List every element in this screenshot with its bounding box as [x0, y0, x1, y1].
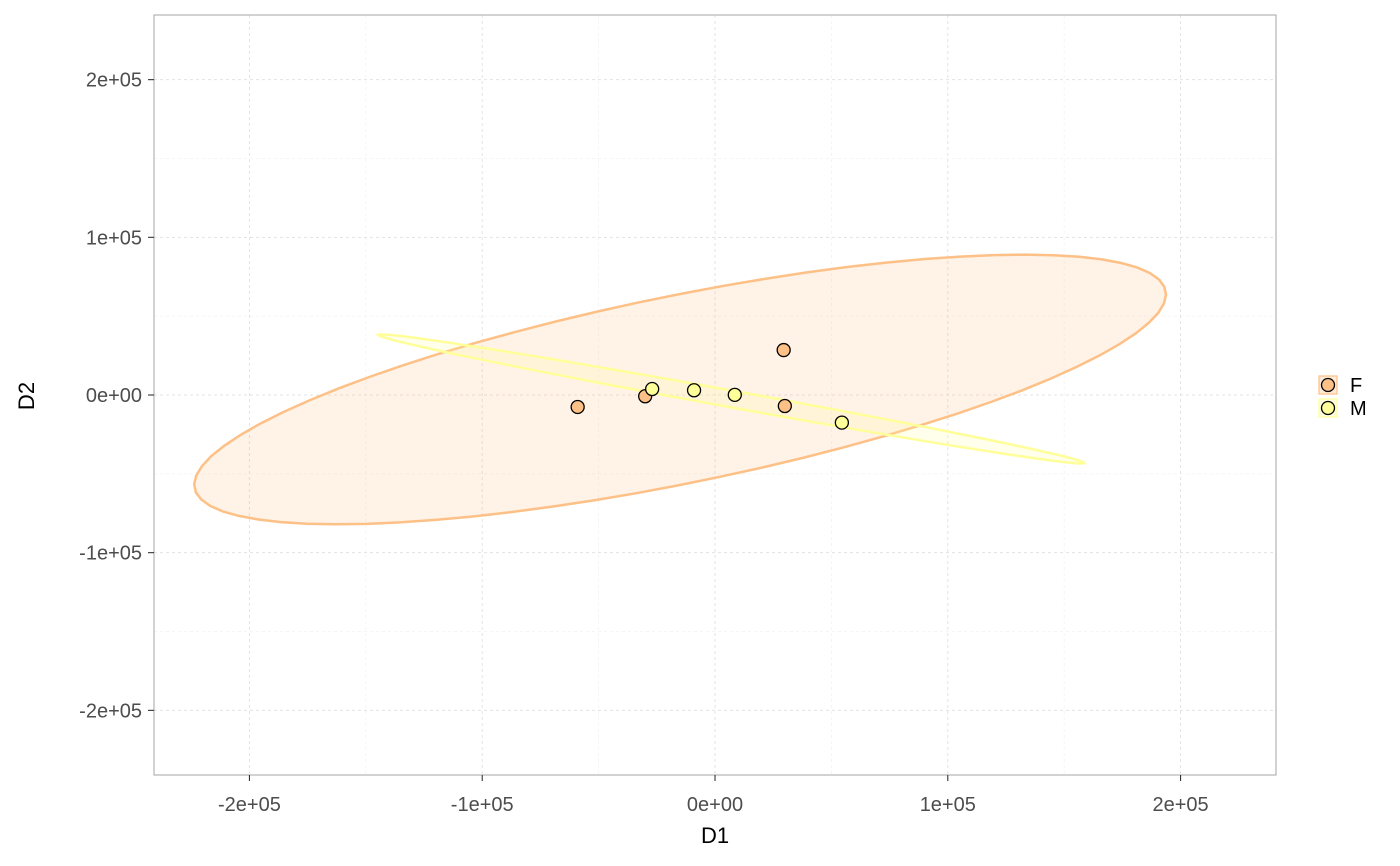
- x-tick-label: -2e+05: [218, 794, 281, 816]
- y-tick-label: 2e+05: [86, 70, 142, 92]
- x-tick-label: 0e+00: [687, 794, 743, 816]
- x-tick-label: -1e+05: [451, 794, 514, 816]
- point-F: [776, 342, 791, 358]
- legend-label-M: M: [1350, 398, 1367, 420]
- major-gridlines: [154, 15, 1276, 775]
- y-tick-label: -1e+05: [79, 543, 142, 565]
- point-M: [644, 381, 660, 397]
- point-F: [777, 398, 792, 414]
- y-tick-label: -2e+05: [79, 700, 142, 722]
- legend-key-M: [1318, 398, 1338, 418]
- x-tick-label: 2e+05: [1152, 794, 1208, 816]
- point-M: [686, 383, 702, 398]
- x-axis-ticks: -2e+05 -1e+05 0e+00 1e+05 2e+05: [218, 775, 1209, 816]
- legend-point-M: [1320, 400, 1336, 416]
- point-F: [570, 399, 585, 415]
- y-axis-title: D2: [14, 382, 39, 410]
- legend-point-F: [1320, 377, 1336, 393]
- legend-label-F: F: [1350, 375, 1362, 397]
- y-tick-label: 1e+05: [86, 227, 142, 249]
- x-axis-title: D1: [701, 823, 729, 848]
- legend-key-F: [1318, 375, 1338, 395]
- y-tick-label: 0e+00: [86, 385, 142, 407]
- point-M: [834, 415, 850, 430]
- x-tick-label: 1e+05: [920, 794, 976, 816]
- point-M: [727, 387, 742, 402]
- y-axis-ticks: -2e+05 -1e+05 0e+00 1e+05 2e+05: [79, 70, 154, 722]
- data-points: [570, 342, 850, 430]
- ellipse-F: [192, 253, 1168, 526]
- legend: FM: [1318, 375, 1367, 420]
